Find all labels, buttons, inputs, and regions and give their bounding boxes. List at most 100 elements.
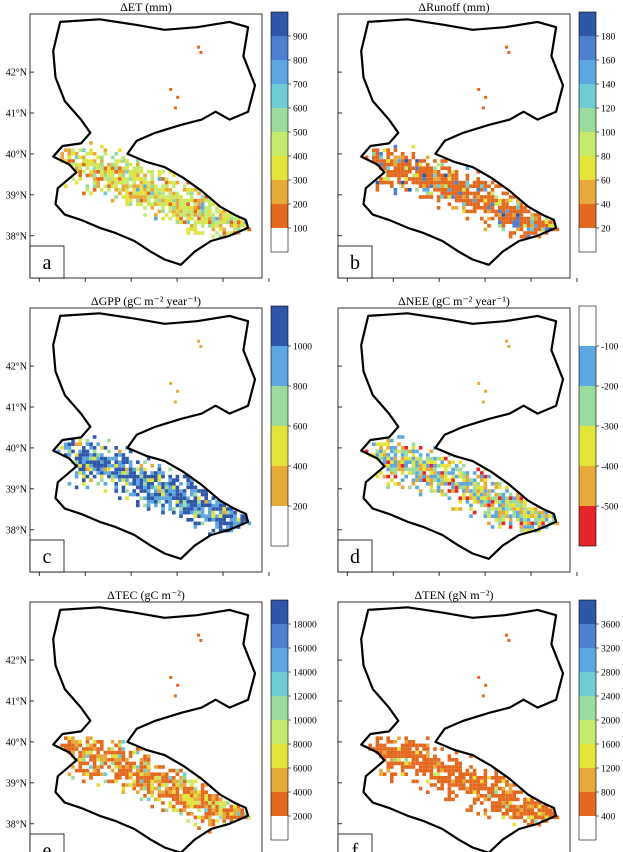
data-cell bbox=[139, 772, 144, 776]
data-cell bbox=[390, 754, 394, 758]
data-cell bbox=[451, 173, 455, 178]
data-cell bbox=[204, 808, 208, 812]
data-cell bbox=[100, 765, 104, 769]
data-cell bbox=[382, 750, 387, 755]
data-cell bbox=[89, 173, 93, 178]
data-cell bbox=[244, 812, 248, 816]
data-cell bbox=[404, 740, 408, 744]
data-cell bbox=[215, 507, 219, 511]
data-cell bbox=[411, 446, 416, 450]
data-cell bbox=[244, 224, 248, 228]
data-cell bbox=[92, 460, 97, 464]
data-cell bbox=[508, 195, 513, 199]
data-cell bbox=[233, 815, 237, 820]
data-cell bbox=[150, 482, 154, 486]
data-cell bbox=[458, 783, 462, 787]
data-cell bbox=[182, 213, 187, 217]
data-cell bbox=[436, 765, 441, 769]
data-cell bbox=[487, 503, 491, 508]
data-cell bbox=[89, 453, 93, 457]
data-cell bbox=[103, 772, 108, 776]
data-cell bbox=[386, 482, 390, 486]
data-cell bbox=[447, 794, 452, 798]
data-cell bbox=[107, 184, 111, 188]
data-cell bbox=[386, 166, 390, 170]
data-cell bbox=[537, 510, 542, 515]
data-cell bbox=[447, 790, 452, 794]
data-cell bbox=[164, 180, 169, 185]
data-cell bbox=[200, 783, 205, 787]
data-cell bbox=[526, 209, 531, 214]
data-cell bbox=[472, 206, 477, 210]
data-cell bbox=[530, 227, 534, 232]
data-cell bbox=[498, 507, 502, 511]
data-cell bbox=[240, 224, 244, 228]
colorbar-label: 20 bbox=[601, 224, 611, 234]
colorbar-label: 1000 bbox=[293, 342, 312, 352]
data-cell bbox=[78, 464, 82, 468]
data-cell bbox=[168, 507, 172, 511]
data-cell bbox=[375, 747, 380, 751]
data-cell bbox=[458, 507, 462, 511]
data-cell bbox=[161, 195, 165, 199]
colorbar-label: 8000 bbox=[293, 740, 312, 750]
data-cell bbox=[379, 155, 383, 160]
data-cell bbox=[125, 761, 129, 766]
lat-tick-label: 40°N bbox=[6, 149, 27, 160]
data-cell bbox=[139, 496, 144, 500]
data-cell bbox=[164, 184, 169, 188]
data-cell bbox=[96, 456, 100, 461]
data-cell bbox=[85, 460, 90, 464]
data-cell bbox=[164, 790, 169, 794]
data-cell bbox=[139, 758, 144, 762]
data-cell bbox=[393, 758, 398, 762]
data-cell bbox=[519, 227, 524, 232]
data-cell bbox=[190, 812, 194, 816]
data-cell bbox=[218, 224, 223, 228]
data-cell bbox=[103, 471, 108, 475]
data-cell bbox=[429, 460, 434, 464]
data-cell bbox=[182, 492, 187, 497]
data-cell bbox=[498, 482, 502, 486]
data-cell bbox=[400, 761, 405, 766]
data-cell bbox=[429, 456, 434, 461]
data-cell bbox=[190, 783, 194, 787]
data-cell bbox=[490, 804, 495, 809]
data-cell bbox=[454, 768, 459, 773]
data-cell bbox=[444, 184, 448, 188]
data-cell bbox=[193, 779, 198, 784]
data-cell bbox=[132, 191, 136, 196]
data-cell bbox=[118, 449, 122, 454]
data-cell bbox=[433, 173, 437, 178]
data-cell bbox=[480, 216, 484, 221]
data-cell bbox=[233, 216, 237, 221]
data-cell bbox=[501, 804, 506, 809]
data-cell bbox=[422, 761, 426, 766]
data-cell bbox=[512, 500, 516, 504]
data-cell bbox=[404, 747, 408, 751]
data-cell bbox=[215, 801, 219, 805]
data-cell bbox=[422, 478, 426, 482]
data-cell bbox=[85, 456, 90, 461]
data-cell bbox=[433, 474, 437, 479]
data-cell bbox=[179, 195, 183, 199]
data-cell bbox=[393, 191, 398, 196]
data-cell bbox=[100, 453, 104, 457]
colorbar-swatch bbox=[579, 204, 596, 228]
data-cell bbox=[168, 485, 172, 490]
data-cell bbox=[114, 184, 118, 188]
data-cell bbox=[400, 170, 405, 174]
data-cell bbox=[168, 478, 172, 482]
data-cell bbox=[125, 184, 129, 188]
data-cell bbox=[469, 808, 473, 812]
colorbar-swatch bbox=[271, 816, 288, 840]
data-cell bbox=[519, 234, 524, 239]
data-cell bbox=[136, 162, 140, 167]
data-cell bbox=[379, 177, 383, 181]
data-cell bbox=[462, 206, 466, 210]
data-cell bbox=[175, 195, 180, 199]
data-cell bbox=[494, 198, 498, 203]
colorbar-swatch bbox=[579, 306, 596, 346]
data-cell bbox=[125, 783, 129, 787]
